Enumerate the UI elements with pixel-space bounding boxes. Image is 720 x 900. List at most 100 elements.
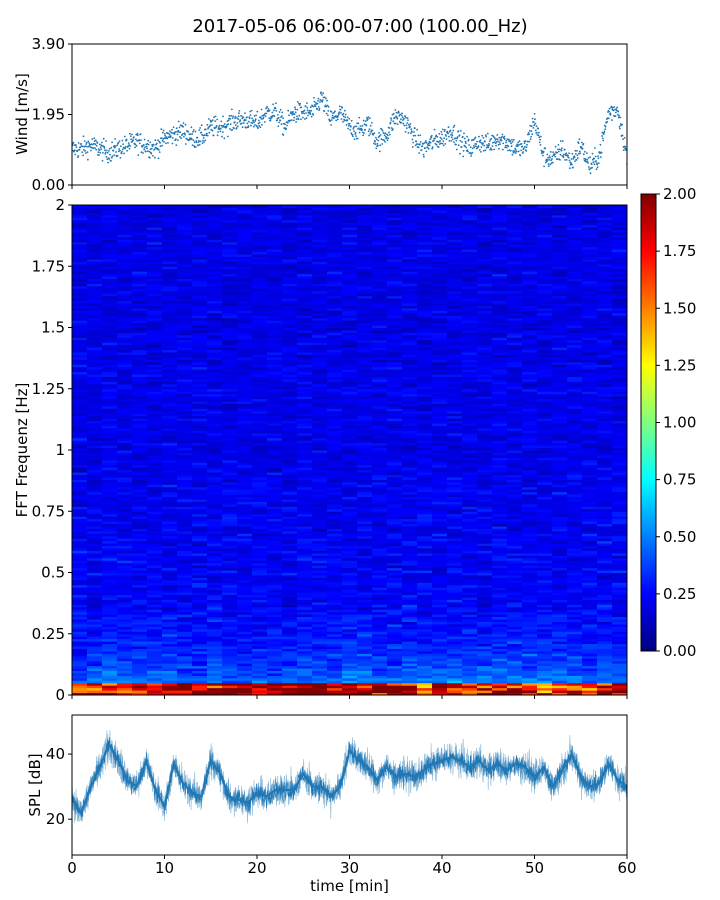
spectrogram-cell: [267, 677, 283, 681]
spectrogram-cell: [312, 303, 328, 306]
spectrogram-cell: [72, 540, 88, 544]
spectrogram-cell: [327, 577, 343, 581]
wind-point: [282, 117, 284, 119]
spectrogram-cell: [162, 261, 178, 265]
spectrogram-cell: [147, 459, 163, 463]
spectrogram-cell: [252, 457, 268, 461]
spectrogram-cell: [177, 268, 193, 272]
spectrogram-cell: [207, 327, 223, 331]
spectrogram-cell: [237, 327, 253, 331]
spectrogram-cell: [72, 692, 88, 695]
spectrogram-cell: [282, 405, 298, 409]
spectrogram-cell: [72, 648, 88, 652]
spectrogram-cell: [72, 579, 88, 583]
spectrogram-cell: [252, 364, 268, 368]
spectrogram-cell: [282, 467, 298, 471]
spectrogram-cell: [192, 570, 208, 573]
wind-point: [227, 123, 230, 125]
spectrogram-cell: [267, 589, 283, 593]
spectrogram-cell: [252, 589, 268, 593]
spectrogram-cell: [72, 278, 88, 282]
spectrogram-cell: [147, 205, 163, 208]
spectrogram-cell: [267, 303, 283, 306]
spectrogram-cell: [132, 567, 148, 571]
spectrogram-cell: [87, 442, 103, 446]
spectrogram-cell: [252, 494, 268, 498]
wind-point: [241, 117, 244, 120]
spectrogram-cell: [297, 685, 313, 689]
wind-point: [557, 150, 560, 153]
spectrogram-cell: [162, 680, 178, 684]
spectrogram-cell: [312, 236, 328, 240]
spectrogram-cell: [312, 567, 328, 571]
spectrogram-cell: [117, 565, 133, 569]
spectrogram-cell: [162, 280, 178, 284]
spectrogram-cell: [147, 322, 163, 326]
spectrogram-cell: [267, 646, 283, 649]
wind-point: [174, 131, 177, 133]
spectrogram-cell: [252, 356, 268, 360]
spectrogram-cell: [207, 263, 223, 267]
spectrogram-cell: [87, 472, 103, 475]
wind-point: [472, 139, 475, 141]
spectrogram-cell: [87, 425, 103, 429]
wind-point: [463, 137, 466, 140]
spectrogram-cell: [192, 398, 208, 402]
spectrogram-cell: [102, 599, 118, 603]
spectrogram-cell: [297, 369, 313, 373]
spectrogram-cell: [282, 609, 298, 613]
spectrogram-cell: [132, 447, 148, 451]
wind-point: [418, 152, 420, 154]
spectrogram-cell: [312, 560, 328, 564]
wind-point: [99, 151, 102, 154]
wind-point: [384, 141, 386, 143]
spectrogram-cell: [237, 205, 253, 208]
spectrogram-cell: [177, 273, 193, 277]
spectrogram-cell: [267, 293, 283, 297]
spectrogram-cell: [132, 214, 148, 218]
wind-point: [212, 134, 215, 137]
spectrogram-cell: [312, 565, 328, 569]
spectrogram-cell: [297, 408, 313, 412]
spectrogram-cell: [192, 371, 208, 375]
spectrogram-cell: [297, 450, 313, 453]
wind-point: [594, 147, 596, 149]
spectrogram-cell: [282, 518, 298, 522]
spectrogram-cell: [312, 207, 328, 211]
wind-point: [219, 127, 222, 130]
spectrogram-cell: [102, 476, 118, 480]
spectrogram-cell: [237, 334, 253, 338]
spectrogram-cell: [237, 344, 253, 348]
spectrogram-cell: [177, 415, 193, 419]
spectrogram-cell: [147, 599, 163, 603]
wind-point: [102, 152, 104, 154]
spectrogram-cell: [237, 572, 253, 576]
spectrogram-cell: [237, 535, 253, 539]
spectrogram-cell: [312, 320, 328, 324]
wind-point: [525, 146, 528, 149]
spectrogram-cell: [102, 597, 118, 600]
spectrogram-cell: [177, 207, 193, 211]
spectrogram-cell: [267, 344, 283, 348]
spectrogram-cell: [237, 570, 253, 573]
spectrogram-cell: [162, 369, 178, 373]
spectrogram-cell: [162, 565, 178, 569]
spectrogram-cell: [267, 307, 283, 311]
spectrogram-cell: [327, 418, 343, 422]
spectrogram-cell: [252, 655, 268, 659]
spectrogram-cell: [252, 587, 268, 591]
spectrogram-cell: [102, 601, 118, 605]
spectrogram-cell: [297, 550, 313, 554]
wind-point: [381, 130, 384, 132]
spectrogram-cell: [267, 638, 283, 642]
spectrogram-cell: [147, 290, 163, 294]
spectrogram-cell: [102, 427, 118, 431]
spectrogram-cell: [207, 393, 223, 397]
spectrogram-cell: [312, 427, 328, 431]
wind-point: [214, 115, 217, 118]
spectrogram-cell: [117, 609, 133, 613]
spectrogram-cell: [177, 570, 193, 573]
spectrogram-cell: [282, 523, 298, 527]
spectrogram-cell: [222, 239, 238, 243]
spectrogram-cell: [207, 273, 223, 277]
